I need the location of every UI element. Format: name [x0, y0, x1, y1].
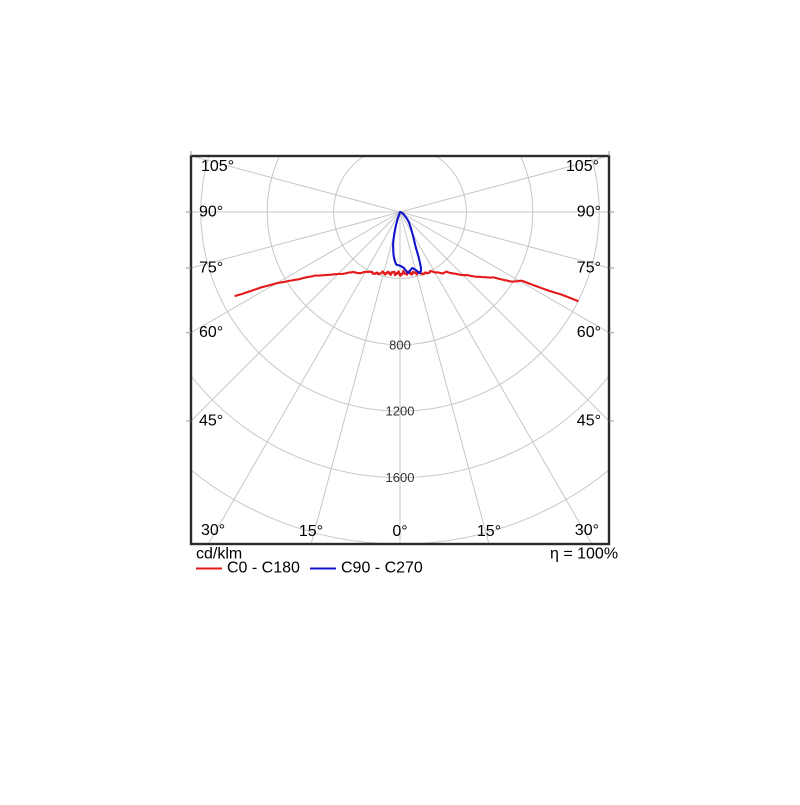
- svg-text:1200: 1200: [386, 404, 415, 419]
- svg-text:15°: 15°: [477, 523, 501, 540]
- svg-text:60°: 60°: [577, 324, 601, 341]
- svg-text:90°: 90°: [199, 204, 223, 221]
- svg-text:800: 800: [389, 337, 411, 352]
- svg-text:30°: 30°: [201, 522, 225, 539]
- svg-text:90°: 90°: [577, 204, 601, 221]
- svg-text:15°: 15°: [299, 523, 323, 540]
- svg-text:45°: 45°: [199, 413, 223, 430]
- svg-text:30°: 30°: [575, 522, 599, 539]
- svg-text:1600: 1600: [386, 470, 415, 485]
- svg-text:75°: 75°: [199, 260, 223, 277]
- svg-text:60°: 60°: [199, 324, 223, 341]
- svg-text:C90 - C270: C90 - C270: [341, 560, 423, 577]
- svg-text:0°: 0°: [392, 523, 407, 540]
- svg-text:45°: 45°: [577, 413, 601, 430]
- svg-text:105°: 105°: [201, 158, 234, 175]
- svg-text:C0 - C180: C0 - C180: [227, 560, 300, 577]
- svg-text:75°: 75°: [577, 260, 601, 277]
- svg-text:η = 100%: η = 100%: [550, 546, 618, 563]
- svg-text:105°: 105°: [566, 158, 599, 175]
